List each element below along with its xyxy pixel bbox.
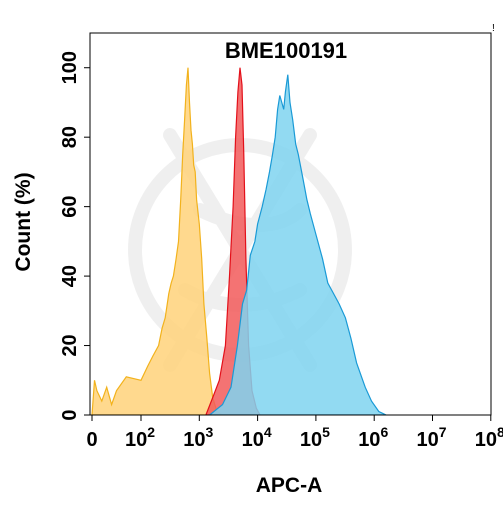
x-tick-label: 104 [242, 424, 272, 451]
y-tick-label: 60 [59, 196, 81, 218]
y-tick-label: 40 [59, 265, 81, 287]
y-tick-label: 80 [59, 126, 81, 148]
plot-frame [89, 32, 492, 416]
histogram-series-2 [208, 74, 387, 415]
series-layer [91, 67, 387, 415]
y-tick-label: 100 [59, 51, 81, 84]
x-tick-label: 102 [125, 424, 155, 451]
y-axis-label: Count (%) [12, 172, 35, 271]
x-tick-label: 108 [475, 424, 503, 451]
axes-layer: 0 20 40 60 80 100 0 102 103 104 105 106 107 108 [59, 51, 503, 451]
x-tick-label: 105 [300, 424, 330, 451]
y-tick-label: 20 [59, 334, 81, 356]
x-tick-label: 103 [183, 424, 213, 451]
corner-mark: ! [492, 23, 495, 34]
chart-title: BME100191 [225, 38, 347, 63]
plot-clip-group [91, 67, 387, 415]
x-tick-label: 106 [358, 424, 388, 451]
histogram-series-0 [91, 67, 224, 415]
x-tick-label: 0 [86, 429, 97, 451]
y-tick-label: 0 [59, 409, 81, 420]
x-axis-label: APC-A [256, 474, 323, 497]
x-tick-label: 107 [417, 424, 447, 451]
